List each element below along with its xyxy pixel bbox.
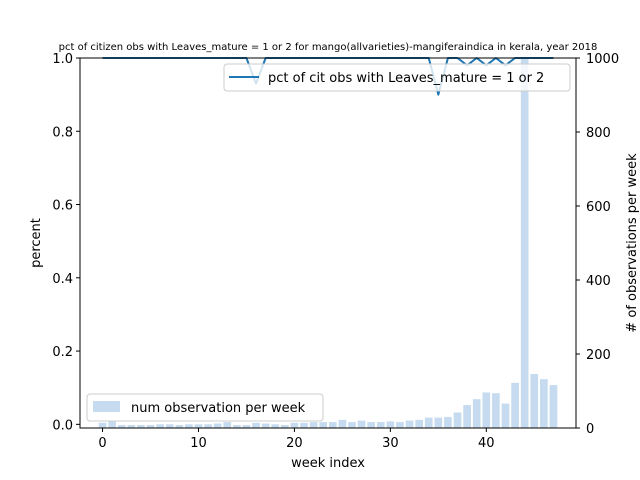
- left-y-tick-label: 0.4: [52, 272, 73, 287]
- left-y-tick-label: 0.8: [52, 125, 73, 140]
- bar-week-9: [185, 424, 193, 428]
- bar-week-18: [271, 424, 280, 428]
- bar-week-42: [501, 403, 510, 428]
- bar-week-41: [492, 393, 500, 428]
- bar-week-26: [348, 422, 356, 428]
- x-tick-label: 20: [286, 436, 303, 451]
- bar-week-23: [319, 422, 328, 428]
- x-axis-ticks: 0 10 20 30 40: [98, 428, 495, 451]
- bar-week-40: [482, 392, 491, 428]
- bar-week-34: [424, 417, 433, 428]
- left-y-tick-label: 0.6: [52, 199, 73, 214]
- bar-week-45: [530, 373, 539, 428]
- bar-week-4: [137, 425, 145, 428]
- bar-week-33: [415, 419, 423, 428]
- bar-week-5: [146, 425, 155, 428]
- bar-week-7: [165, 424, 174, 428]
- x-tick-label: 40: [478, 436, 495, 451]
- chart-title: pct of citizen obs with Leaves_mature = …: [59, 42, 598, 53]
- x-tick-label: 0: [98, 436, 106, 451]
- bar-week-2: [117, 425, 126, 428]
- left-y-tick-label: 0.0: [52, 418, 73, 433]
- bar-week-24: [328, 422, 337, 428]
- bar-week-8: [175, 425, 184, 428]
- line-legend-label: pct of cit obs with Leaves_mature = 1 or…: [268, 71, 544, 86]
- x-axis-title: week index: [291, 456, 365, 471]
- bar-week-14: [233, 425, 241, 428]
- left-y-tick-label: 0.2: [52, 345, 73, 360]
- bar-week-35: [434, 417, 443, 428]
- bar-legend-swatch: [93, 401, 120, 412]
- bar-week-46: [540, 379, 548, 428]
- bar-week-12: [213, 423, 222, 428]
- bar-week-11: [204, 424, 212, 428]
- bar-week-37: [453, 412, 462, 428]
- bar-week-31: [396, 422, 404, 428]
- bar-week-22: [309, 422, 318, 428]
- bar-series: [98, 58, 558, 428]
- bar-week-0: [98, 422, 107, 428]
- bar-week-43: [511, 382, 519, 428]
- right-y-tick-label: 1000: [586, 52, 619, 67]
- right-y-tick-label: 200: [586, 348, 611, 363]
- bar-week-25: [338, 419, 347, 428]
- right-y-tick-label: 400: [586, 274, 611, 289]
- right-y-axis-title: # of observations per week: [625, 153, 640, 333]
- x-tick-label: 10: [190, 436, 207, 451]
- bar-week-32: [405, 420, 414, 428]
- bar-week-28: [367, 422, 376, 428]
- bar-legend-label: num observation per week: [131, 401, 306, 416]
- left-y-tick-label: 1.0: [52, 52, 73, 67]
- bar-week-20: [290, 422, 299, 428]
- bar-week-44: [520, 58, 529, 428]
- right-y-axis-ticks: 0 200 400 600 800 1000: [576, 52, 619, 437]
- bar-week-47: [549, 385, 558, 428]
- bar-week-15: [242, 425, 251, 428]
- bar-week-10: [194, 424, 203, 428]
- bar-week-27: [357, 420, 366, 428]
- bar-week-29: [376, 422, 385, 428]
- x-tick-label: 30: [382, 436, 399, 451]
- left-y-axis-ticks: 0.0 0.2 0.4 0.6 0.8 1.0: [52, 52, 80, 433]
- bar-week-16: [252, 422, 260, 428]
- bar-week-30: [386, 421, 395, 428]
- line-legend: pct of cit obs with Leaves_mature = 1 or…: [223, 63, 571, 92]
- bar-week-17: [261, 423, 270, 428]
- bar-week-6: [156, 424, 164, 428]
- right-y-tick-label: 600: [586, 200, 611, 215]
- bar-legend: num observation per week: [86, 393, 324, 422]
- bar-week-39: [472, 399, 481, 428]
- right-y-tick-label: 800: [586, 126, 611, 141]
- bar-week-38: [463, 405, 471, 428]
- bar-week-1: [108, 421, 116, 428]
- bar-week-21: [300, 422, 308, 428]
- plot-frame: [79, 57, 577, 429]
- bar-week-3: [127, 425, 136, 428]
- bar-week-19: [280, 425, 289, 428]
- right-y-tick-label: 0: [586, 422, 594, 437]
- bar-week-36: [444, 416, 452, 428]
- bar-legend-box: [86, 393, 324, 422]
- line-legend-box: [223, 63, 571, 92]
- bar-week-13: [223, 422, 232, 428]
- left-y-axis-title: percent: [29, 218, 44, 268]
